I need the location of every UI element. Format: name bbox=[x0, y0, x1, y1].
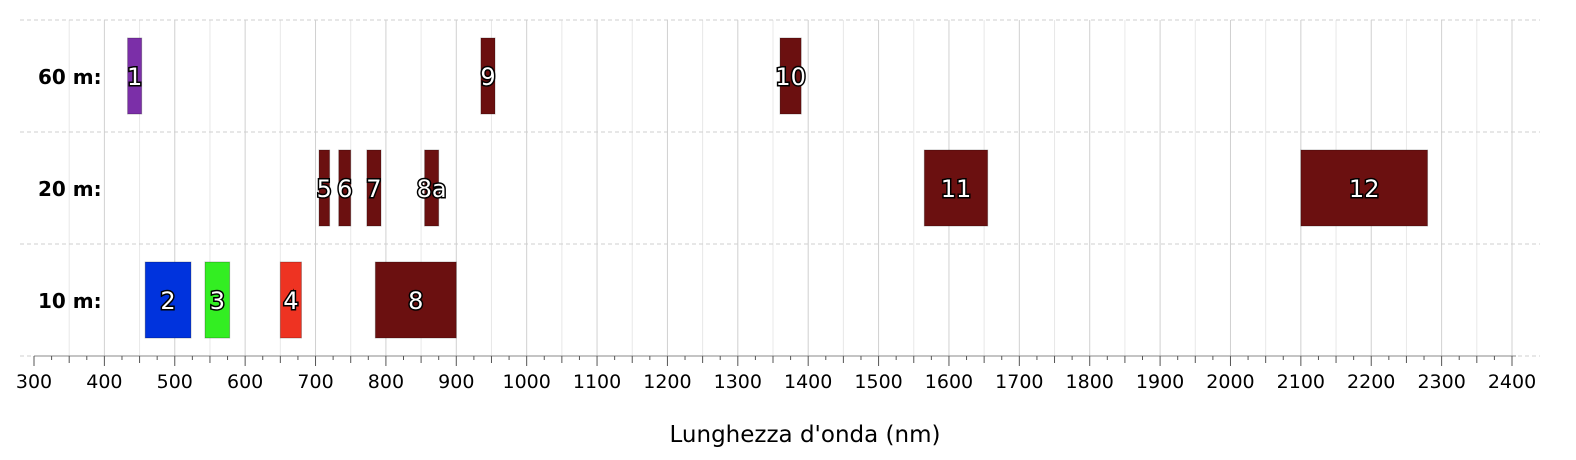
band-label: 10 bbox=[775, 63, 806, 91]
band-label: 8 bbox=[408, 287, 423, 315]
bands: 1 9 10 5 6 7 8a 11 12 2 3 4 8 bbox=[126, 37, 1429, 339]
band-bar bbox=[1300, 149, 1429, 227]
x-tick-label: 2300 bbox=[1417, 371, 1465, 393]
band-label: 7 bbox=[366, 175, 381, 203]
band-bar bbox=[127, 37, 143, 115]
row-label: 10 m: bbox=[38, 289, 102, 313]
x-tick-label: 1300 bbox=[714, 371, 762, 393]
x-tick-label: 1700 bbox=[995, 371, 1043, 393]
x-tick-label: 1600 bbox=[925, 371, 973, 393]
band-bar bbox=[366, 149, 382, 227]
row-label: 60 m: bbox=[38, 65, 102, 89]
row-labels: 60 m: 20 m: 10 m: bbox=[38, 65, 102, 313]
band-bar bbox=[204, 261, 231, 339]
band-bar bbox=[338, 149, 352, 227]
x-tick-label: 500 bbox=[157, 371, 193, 393]
band-bar bbox=[144, 261, 192, 339]
band-label: 5 bbox=[317, 175, 332, 203]
x-axis-title: Lunghezza d'onda (nm) bbox=[670, 422, 941, 448]
band-label: 8a bbox=[417, 175, 447, 203]
x-tick-label: 1400 bbox=[784, 371, 832, 393]
band-label: 4 bbox=[283, 287, 298, 315]
row-label: 20 m: bbox=[38, 177, 102, 201]
x-tick-label: 2200 bbox=[1347, 371, 1395, 393]
band-label: 1 bbox=[127, 63, 142, 91]
x-tick-label: 1800 bbox=[1066, 371, 1114, 393]
x-tick-label: 400 bbox=[86, 371, 122, 393]
band-bar bbox=[279, 261, 302, 339]
band-label: 6 bbox=[337, 175, 352, 203]
x-tick-label: 1900 bbox=[1136, 371, 1184, 393]
band-bar bbox=[374, 261, 457, 339]
x-tick-label: 2000 bbox=[1206, 371, 1254, 393]
x-tick-label: 300 bbox=[16, 371, 52, 393]
band-bar bbox=[779, 37, 802, 115]
x-tick-label: 1200 bbox=[643, 371, 691, 393]
x-tick-label: 2100 bbox=[1277, 371, 1325, 393]
x-axis: 300 400 500 600 700 800 900 1000 1100 1200 1300 140… bbox=[16, 355, 1536, 393]
x-tick-label: 700 bbox=[297, 371, 333, 393]
band-bar bbox=[318, 149, 331, 227]
band-label: 2 bbox=[160, 287, 175, 315]
x-tick-label: 1100 bbox=[573, 371, 621, 393]
band-label: 3 bbox=[210, 287, 225, 315]
x-tick-label: 1500 bbox=[854, 371, 902, 393]
band-label: 11 bbox=[941, 175, 972, 203]
x-tick-label: 1000 bbox=[502, 371, 550, 393]
x-tick-label: 900 bbox=[438, 371, 474, 393]
x-tick-label: 2400 bbox=[1488, 371, 1536, 393]
band-label: 12 bbox=[1349, 175, 1380, 203]
band-bar bbox=[923, 149, 989, 227]
band-label: 9 bbox=[480, 63, 495, 91]
band-bar bbox=[480, 37, 496, 115]
x-tick-label: 600 bbox=[227, 371, 263, 393]
band-bar bbox=[424, 149, 440, 227]
x-tick-label: 800 bbox=[368, 371, 404, 393]
